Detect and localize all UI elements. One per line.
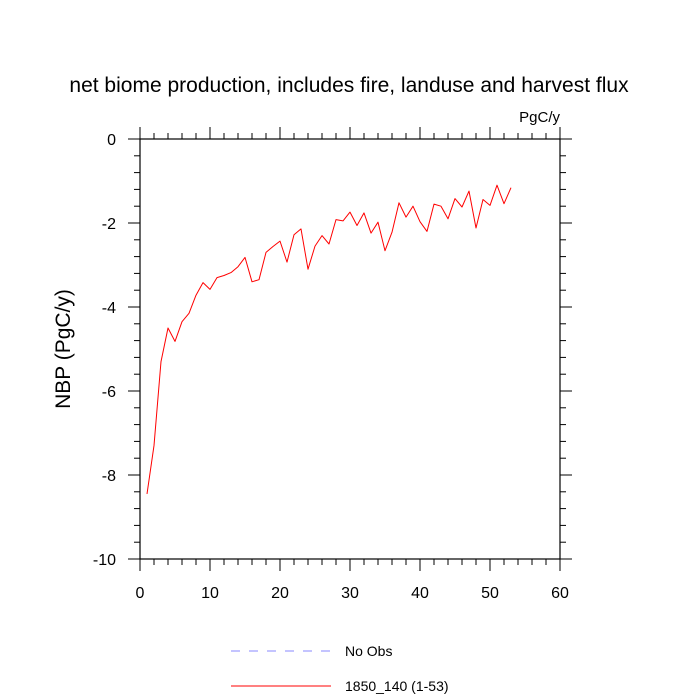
- series-layer: [146, 184, 512, 494]
- x-tick-label: 0: [136, 585, 145, 602]
- x-tick-label: 40: [411, 585, 429, 602]
- y-tick-label: -2: [102, 216, 116, 233]
- y-axis-label: NBP (PgC/y): [52, 289, 75, 409]
- x-tick-label: 20: [271, 585, 289, 602]
- x-tick-label: 50: [481, 585, 499, 602]
- y-tick-label: -6: [102, 384, 116, 401]
- legend: No Obs 1850_140 (1-53): [231, 643, 449, 694]
- y-tick-label: 0: [107, 132, 116, 149]
- y-tick-label: -10: [93, 552, 116, 569]
- x-tick-label: 10: [201, 585, 219, 602]
- chart-title: net biome production, includes fire, lan…: [69, 74, 629, 97]
- series-line-0: [146, 184, 512, 494]
- x-tick-label: 30: [341, 585, 359, 602]
- axes: 0 10 20 30 40 50 60 0 -2 -4 -6 -8 -10: [93, 127, 572, 602]
- y-tick-label: -4: [102, 300, 116, 317]
- x-tick-label: 60: [551, 585, 569, 602]
- plot-frame: [139, 138, 561, 560]
- legend-label-no-obs: No Obs: [345, 643, 392, 659]
- y-tick-label: -8: [102, 468, 116, 485]
- units-label: PgC/y: [519, 109, 560, 126]
- legend-label-1850-140: 1850_140 (1-53): [345, 678, 449, 694]
